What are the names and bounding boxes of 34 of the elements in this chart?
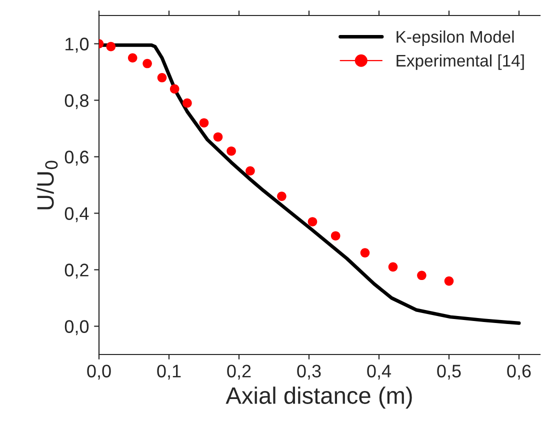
point <box>246 166 255 176</box>
point <box>444 276 454 286</box>
point <box>388 262 398 272</box>
point <box>128 53 138 63</box>
x-tick-label: 0,1 <box>157 364 181 380</box>
point <box>182 98 192 108</box>
point <box>308 217 318 226</box>
point <box>170 84 180 94</box>
point <box>199 118 209 128</box>
x-axis-title: Axial distance (m) <box>226 386 412 409</box>
point <box>106 42 116 52</box>
point <box>360 248 370 258</box>
legend-label: Experimental [14] <box>396 54 524 70</box>
x-tick-label: 0,6 <box>507 364 531 380</box>
point <box>213 132 223 142</box>
point <box>330 231 340 241</box>
y-tick-label: 0,6 <box>64 150 88 166</box>
point <box>157 72 167 82</box>
x-tick-label: 0,4 <box>367 364 392 380</box>
x-tick-label: 0,5 <box>437 364 461 380</box>
y-tick-label: 0,4 <box>64 207 89 222</box>
x-tick-label: 0,2 <box>227 364 251 380</box>
y-tick-label: 0,2 <box>64 264 88 279</box>
x-tick-label: 0,3 <box>297 364 321 380</box>
point <box>142 58 152 68</box>
y-axis-title: U/U$_{0}$ <box>36 160 58 210</box>
y-tick-label: 1,0 <box>66 38 89 53</box>
y-tick-label: 0,8 <box>64 94 88 110</box>
x-tick-label: 0,0 <box>87 364 111 380</box>
y-tick-label: 0,0 <box>64 320 89 336</box>
point <box>226 146 236 156</box>
legend-label: K-epsilon Model <box>396 30 514 46</box>
point <box>277 192 286 201</box>
point <box>417 270 426 280</box>
